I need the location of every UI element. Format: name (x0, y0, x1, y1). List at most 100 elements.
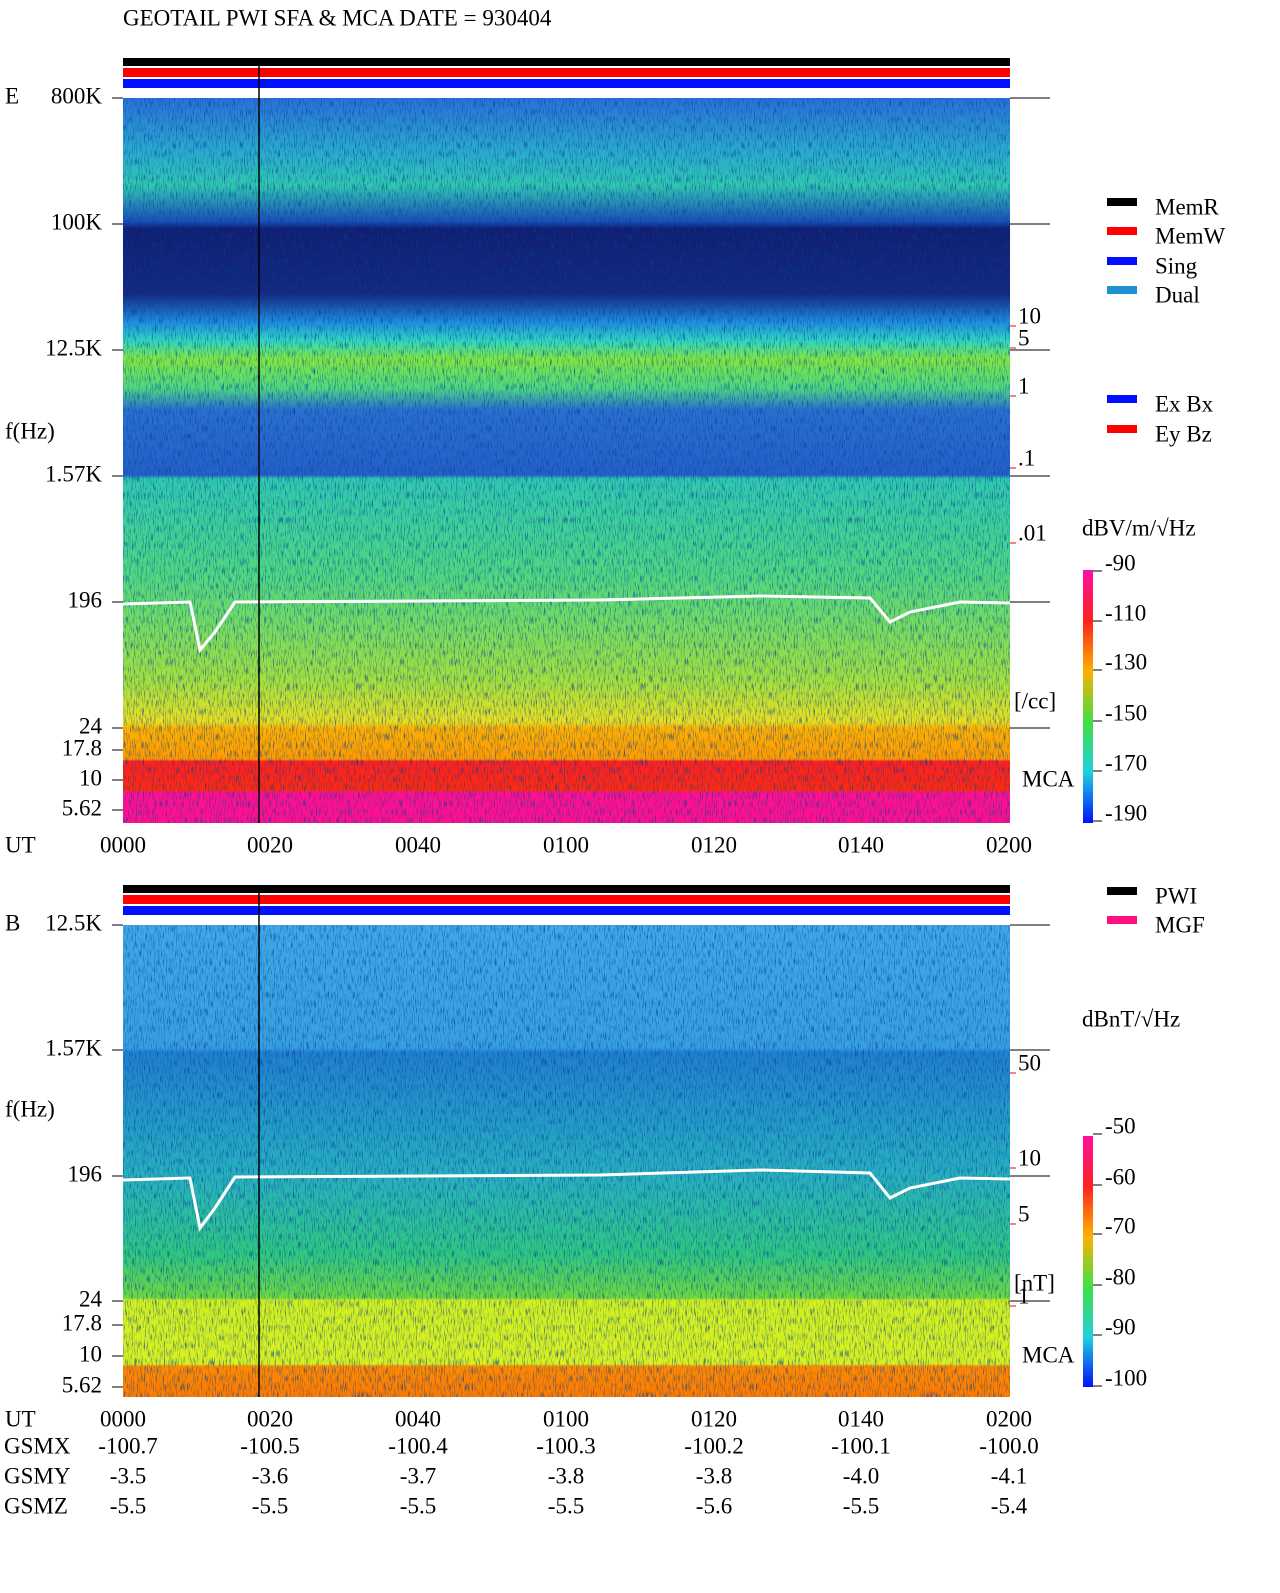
time-tick-label: 0200 (986, 832, 1032, 857)
time-tick-label: 0020 (247, 832, 293, 857)
orbit-value: -5.4 (991, 1493, 1028, 1518)
orbit-value: -3.5 (110, 1463, 146, 1488)
time-tick-label: 0040 (395, 1406, 441, 1431)
time-tick-label: 0020 (247, 1406, 293, 1431)
legend-swatch (1107, 887, 1137, 895)
colorbar-tick-label: -100 (1105, 1365, 1147, 1390)
legend-label: MemW (1155, 223, 1226, 248)
colorbar-tick-label: -50 (1105, 1113, 1136, 1138)
spectrogram-noise (123, 925, 1010, 1397)
density-line (122, 594, 1011, 654)
time-tick-label: 0200 (986, 1406, 1032, 1431)
mca-label: MCA (1022, 1342, 1075, 1367)
colorbar-tick-label: -90 (1105, 1314, 1136, 1339)
legend-label: Ex Bx (1155, 391, 1214, 416)
time-tick-label: 0100 (543, 1406, 589, 1431)
legend-swatch (1107, 227, 1137, 235)
orbit-value: -3.8 (696, 1463, 732, 1488)
orbit-value: -5.5 (548, 1493, 584, 1518)
time-tick-label: 0000 (100, 1406, 146, 1431)
legend-label: MGF (1155, 912, 1205, 937)
legend-swatch (1107, 395, 1137, 403)
status-bar (123, 58, 1010, 66)
orbit-value: -5.5 (110, 1493, 146, 1518)
legend-label: Dual (1155, 282, 1200, 307)
legend-swatch (1107, 916, 1137, 924)
right-tick-label: 5 (1018, 325, 1030, 350)
colorbar-tick-label: -80 (1105, 1264, 1136, 1289)
right-unit: [nT] (1014, 1270, 1055, 1295)
right-tick-label: 10 (1018, 303, 1041, 328)
freq-tick-label: 196 (68, 1161, 103, 1186)
orbit-value: -5.6 (696, 1493, 732, 1518)
freq-tick-label: 5.62 (62, 1372, 102, 1397)
legend-swatch (1107, 257, 1137, 265)
freq-tick-label: 5.62 (62, 795, 102, 820)
orbit-value: -100.5 (240, 1433, 299, 1458)
orbit-value: -100.0 (979, 1433, 1038, 1458)
right-tick-label: 1 (1018, 373, 1030, 398)
colorbar (1083, 1136, 1093, 1387)
status-bar (123, 68, 1010, 77)
freq-tick-label: 24 (79, 1286, 103, 1311)
orbit-value: -100.7 (98, 1433, 157, 1458)
mca-label: MCA (1022, 766, 1075, 791)
freq-tick-label: 10 (79, 1341, 102, 1366)
right-tick-label: 50 (1018, 1050, 1041, 1075)
legend-label: Ey Bz (1155, 421, 1212, 446)
spectrogram-noise (123, 98, 1010, 823)
legend-label: PWI (1155, 883, 1197, 908)
y-axis-label: f(Hz) (5, 1096, 55, 1121)
colorbar-tick-label: -60 (1105, 1164, 1136, 1189)
freq-tick-label: 24 (79, 713, 103, 738)
freq-tick-label: 17.8 (62, 1310, 102, 1335)
colorbar-unit: dBV/m/√Hz (1082, 515, 1196, 540)
freq-tick-label: 10 (79, 765, 102, 790)
component-label: B (5, 910, 20, 935)
panel-b (122, 885, 1011, 1397)
panel-e (122, 58, 1011, 823)
y-axis-label: f(Hz) (5, 418, 55, 443)
orbit-value: -100.4 (388, 1433, 448, 1458)
orbit-value: -5.5 (252, 1493, 288, 1518)
freq-tick-label: 17.8 (62, 735, 102, 760)
legend-swatch (1107, 286, 1137, 294)
colorbar-tick-label: -150 (1105, 700, 1147, 725)
right-tick-label: 1 (1018, 1283, 1030, 1308)
colorbar-unit: dBnT/√Hz (1082, 1006, 1180, 1031)
orbit-value: -4.0 (843, 1463, 879, 1488)
orbit-value: -5.5 (843, 1493, 879, 1518)
right-tick-label: .01 (1018, 520, 1047, 545)
time-tick-label: 0140 (838, 832, 884, 857)
orbit-value: -100.1 (831, 1433, 890, 1458)
time-tick-label: 0040 (395, 832, 441, 857)
right-tick-label: 5 (1018, 1201, 1030, 1226)
orbit-label: GSMX (4, 1433, 71, 1458)
legend-label: MemR (1155, 194, 1220, 219)
orbit-value: -100.2 (684, 1433, 743, 1458)
colorbar-tick-label: -110 (1105, 600, 1146, 625)
time-label: UT (5, 1406, 36, 1431)
legend-swatch (1107, 198, 1137, 206)
density-line (122, 1168, 1011, 1232)
freq-tick-label: 800K (51, 83, 103, 108)
time-label: UT (5, 832, 36, 857)
colorbar-tick-label: -130 (1105, 649, 1147, 674)
time-tick-label: 0120 (691, 1406, 737, 1431)
freq-tick-label: 12.5K (45, 335, 102, 360)
legend-label: Sing (1155, 253, 1198, 278)
colorbar-tick-label: -190 (1105, 800, 1147, 825)
orbit-label: GSMY (4, 1463, 71, 1488)
status-bar (123, 906, 1010, 915)
orbit-value: -3.8 (548, 1463, 584, 1488)
orbit-value: -3.6 (252, 1463, 288, 1488)
orbit-value: -100.3 (536, 1433, 595, 1458)
orbit-label: GSMZ (4, 1493, 68, 1518)
status-bar (123, 885, 1010, 893)
right-tick-label: 10 (1018, 1145, 1041, 1170)
orbit-value: -5.5 (400, 1493, 436, 1518)
time-tick-label: 0140 (838, 1406, 884, 1431)
orbit-value: -3.7 (400, 1463, 436, 1488)
legend-swatch (1107, 425, 1137, 433)
